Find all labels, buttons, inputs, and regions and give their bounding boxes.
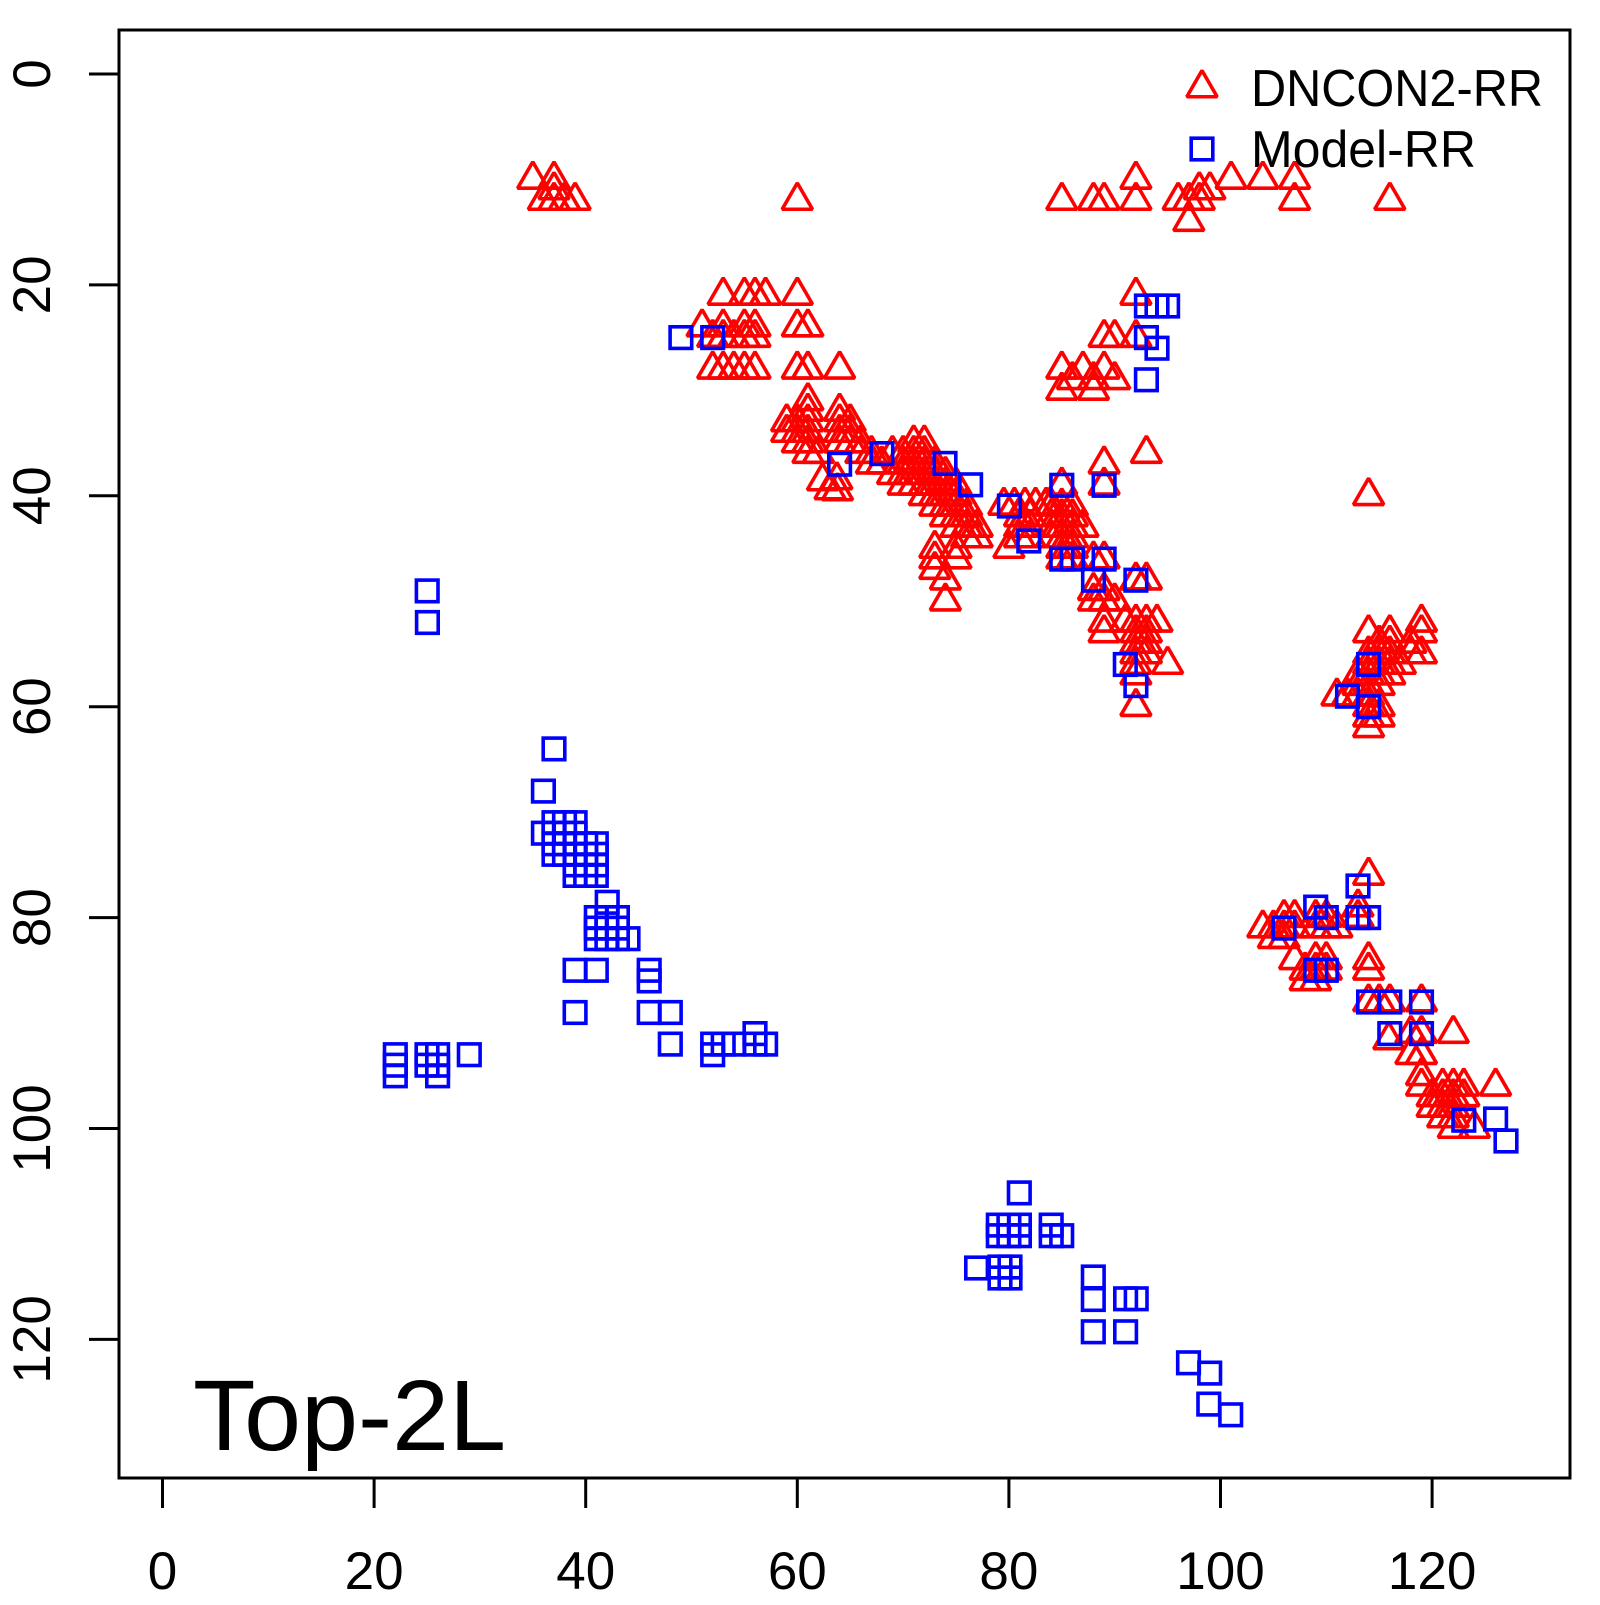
svg-text:DNCON2-RR: DNCON2-RR xyxy=(1251,60,1543,118)
svg-text:20: 20 xyxy=(3,255,62,314)
svg-text:100: 100 xyxy=(3,1084,62,1172)
svg-text:80: 80 xyxy=(3,888,62,947)
svg-text:Model-RR: Model-RR xyxy=(1251,121,1476,179)
svg-text:20: 20 xyxy=(345,1542,404,1600)
svg-text:0: 0 xyxy=(3,59,62,88)
svg-text:120: 120 xyxy=(3,1295,62,1383)
svg-text:Top-2L: Top-2L xyxy=(193,1360,506,1472)
svg-text:100: 100 xyxy=(1176,1542,1264,1600)
svg-text:40: 40 xyxy=(3,466,62,525)
svg-text:60: 60 xyxy=(768,1542,827,1600)
svg-text:80: 80 xyxy=(979,1542,1038,1600)
svg-text:0: 0 xyxy=(148,1542,177,1600)
svg-text:60: 60 xyxy=(3,677,62,736)
svg-text:40: 40 xyxy=(556,1542,615,1600)
svg-text:120: 120 xyxy=(1388,1542,1476,1600)
